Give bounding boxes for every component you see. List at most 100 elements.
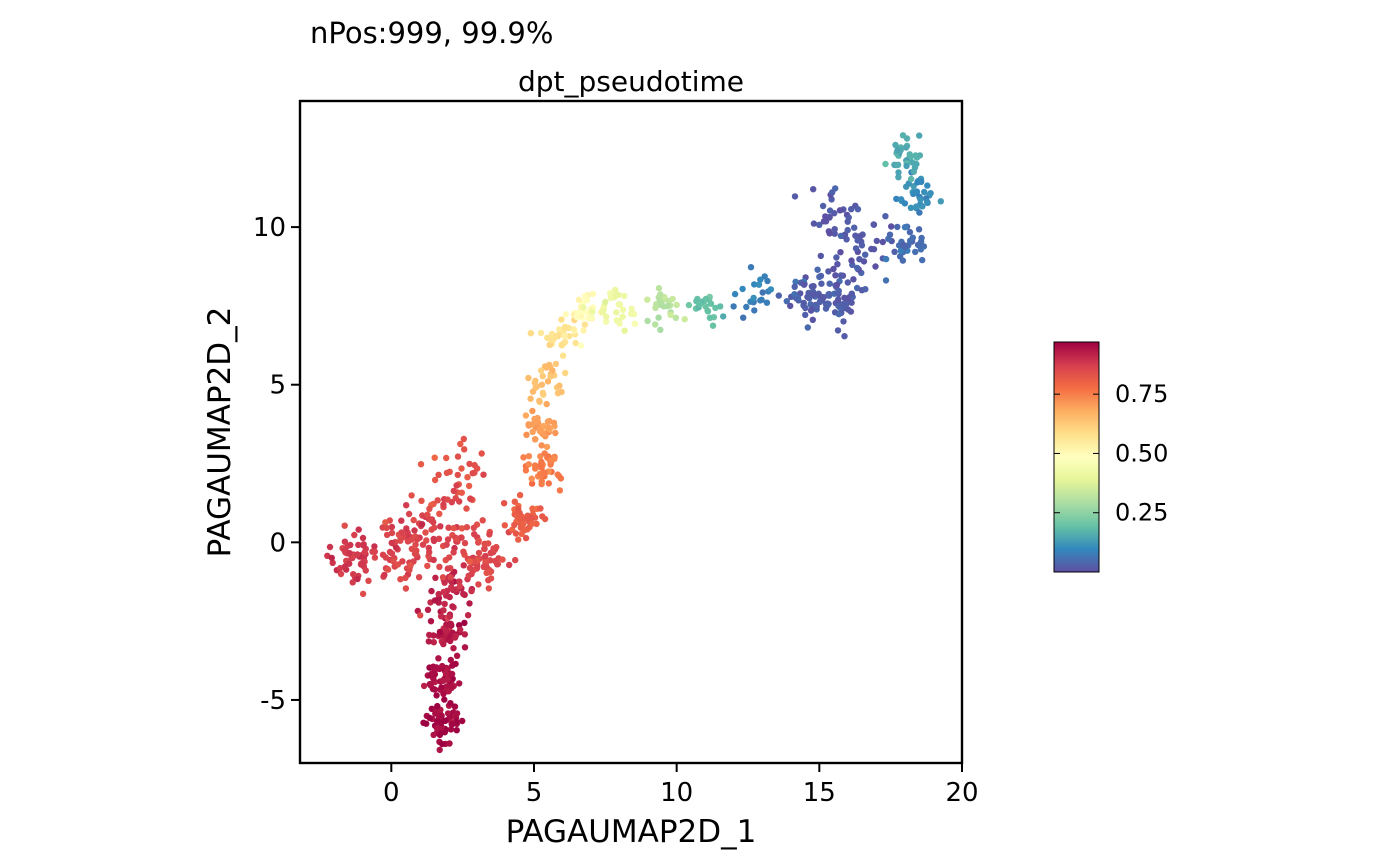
data-point [529, 388, 537, 395]
data-point [454, 453, 462, 460]
data-point [529, 505, 536, 512]
data-point [388, 539, 395, 547]
data-point [817, 272, 825, 280]
data-point [337, 564, 344, 572]
data-point [463, 505, 470, 512]
data-point [397, 537, 404, 544]
data-point [809, 316, 816, 323]
data-point [328, 554, 335, 562]
data-point [657, 291, 664, 298]
data-point [417, 612, 424, 619]
data-point [761, 273, 768, 280]
colorbar-tick-label: 0.25 [1115, 499, 1168, 527]
colorbar-tick-label: 0.75 [1115, 380, 1168, 408]
data-point [621, 292, 628, 299]
data-point [527, 330, 534, 337]
data-point [453, 710, 461, 717]
data-point [551, 455, 558, 462]
data-point [655, 285, 663, 292]
y-tick-label: 0 [269, 528, 286, 558]
data-point [581, 321, 589, 328]
data-point [882, 160, 889, 168]
data-point [835, 310, 843, 318]
data-point [405, 510, 413, 518]
data-point [444, 496, 451, 503]
data-point [552, 360, 560, 368]
data-point [426, 549, 433, 556]
data-point [802, 304, 809, 312]
data-point [456, 680, 463, 687]
data-point [912, 152, 919, 159]
data-point [428, 670, 435, 677]
data-point [570, 326, 577, 333]
data-point [435, 471, 442, 478]
data-point [888, 223, 895, 230]
data-point [398, 517, 405, 524]
data-point [539, 373, 546, 380]
data-point [810, 186, 817, 193]
data-point [853, 284, 861, 292]
data-point [644, 296, 651, 303]
data-point [873, 237, 880, 245]
data-point [901, 224, 909, 231]
data-point [704, 308, 712, 315]
data-point [882, 213, 889, 220]
data-point [862, 251, 869, 258]
data-point [461, 539, 469, 547]
x-tick-label: 20 [945, 778, 978, 808]
data-point [537, 505, 544, 512]
data-point [362, 567, 369, 574]
data-point [354, 575, 361, 583]
data-point [906, 228, 914, 236]
data-point [912, 248, 919, 256]
data-point [529, 428, 536, 435]
data-point [471, 531, 478, 538]
data-point [657, 326, 664, 333]
data-point [417, 461, 425, 468]
data-point [436, 628, 444, 636]
data-point [461, 619, 468, 627]
data-point [580, 327, 587, 334]
data-point [720, 313, 727, 320]
data-point [460, 590, 467, 598]
data-point [894, 161, 902, 168]
data-point [341, 522, 348, 529]
data-point [359, 534, 367, 542]
data-point [403, 525, 410, 532]
data-point [702, 295, 710, 303]
data-point [349, 579, 356, 586]
data-point [480, 563, 487, 571]
data-point [458, 465, 465, 472]
data-point [854, 206, 862, 213]
data-point [602, 318, 610, 325]
data-point [441, 696, 448, 703]
data-point [907, 237, 914, 244]
data-point [917, 238, 925, 245]
data-point [480, 471, 487, 478]
data-point [451, 703, 459, 710]
data-point [537, 426, 544, 433]
data-point [532, 377, 539, 384]
data-point [903, 135, 911, 142]
data-point [515, 515, 523, 523]
data-point [446, 593, 453, 601]
data-point [436, 746, 443, 754]
data-point [672, 314, 679, 321]
data-point [558, 388, 565, 396]
chart-subtitle: nPos:999, 99.9% [310, 16, 553, 50]
data-point [886, 231, 894, 238]
data-point [406, 566, 413, 574]
plot-frame [298, 99, 964, 765]
data-point [870, 221, 877, 228]
data-point [383, 524, 390, 532]
x-axis: 0 5 10 15 20 [383, 763, 979, 808]
data-point [347, 541, 354, 549]
data-point [895, 174, 902, 181]
data-point [800, 281, 808, 288]
data-point [841, 294, 848, 301]
data-point [435, 590, 442, 598]
data-point [538, 478, 545, 485]
data-point [757, 276, 764, 283]
data-point [525, 453, 533, 460]
